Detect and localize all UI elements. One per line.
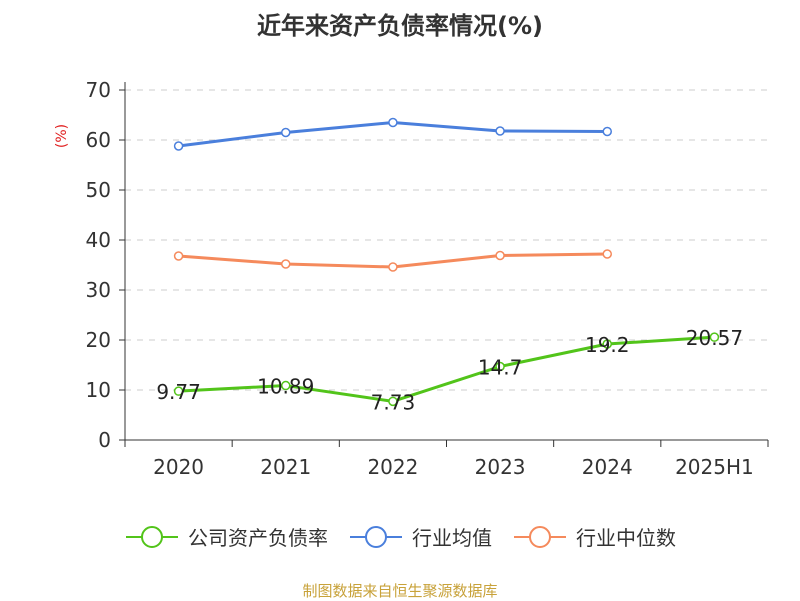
- data-label: 19.2: [585, 333, 630, 357]
- data-point: [281, 380, 291, 391]
- data-label: 9.77: [156, 380, 201, 404]
- y-tick-label: 60: [86, 128, 111, 152]
- data-point: [173, 251, 184, 261]
- data-point: [602, 249, 612, 259]
- x-tick-label: 2025H1: [675, 455, 754, 479]
- data-point: [388, 396, 398, 407]
- data-point: [495, 250, 505, 261]
- x-tick-label: 2023: [475, 455, 526, 479]
- y-tick-label: 30: [86, 278, 111, 302]
- y-tick-label: 70: [86, 78, 111, 102]
- data-point: [388, 117, 398, 128]
- data-point: [173, 386, 184, 396]
- data-point: [495, 361, 505, 372]
- legend-item[interactable]: 公司资产负债率: [124, 522, 328, 551]
- legend-label: 公司资产负债率: [188, 526, 328, 550]
- chart-title: 近年来资产负债率情况(%): [257, 12, 543, 40]
- y-tick-label: 10: [86, 378, 111, 402]
- line-chart: 0 10 20 30 40 50 60 70 2020 2021 2022 2023 2024 2025H…: [86, 78, 769, 479]
- data-point: [281, 127, 291, 138]
- data-label: 7.73: [371, 390, 416, 414]
- data-label: 14.7: [478, 356, 523, 380]
- series-line-0: [178, 335, 715, 403]
- legend-item[interactable]: 行业中位数: [512, 522, 676, 551]
- data-point: [602, 339, 612, 349]
- data-point: [173, 141, 184, 151]
- y-tick-label: 20: [86, 328, 111, 352]
- data-label: 10.89: [257, 375, 314, 399]
- legend-marker-icon: [350, 525, 402, 548]
- x-tick-label: 2021: [260, 455, 311, 479]
- y-tick-label: 50: [86, 178, 111, 202]
- data-label: 20.57: [686, 326, 743, 350]
- data-point: [388, 262, 398, 272]
- legend-label: 行业中位数: [576, 526, 676, 550]
- legend: 公司资产负债率 行业均值 行业中位数: [0, 522, 800, 551]
- legend-label: 行业均值: [412, 526, 492, 550]
- legend-marker-icon: [514, 525, 566, 548]
- x-tick-label: 2024: [582, 455, 633, 479]
- legend-marker-icon: [126, 525, 178, 548]
- data-point: [602, 126, 612, 137]
- x-tick-label: 2020: [153, 455, 204, 479]
- data-point: [281, 259, 291, 269]
- y-tick-label: 0: [98, 428, 111, 452]
- y-tick-label: 40: [86, 228, 111, 252]
- legend-item[interactable]: 行业均值: [348, 522, 492, 551]
- data-source-note: 制图数据来自恒生聚源数据库: [302, 582, 498, 600]
- data-point: [495, 126, 505, 136]
- data-point: [709, 332, 720, 342]
- x-tick-label: 2022: [367, 455, 418, 479]
